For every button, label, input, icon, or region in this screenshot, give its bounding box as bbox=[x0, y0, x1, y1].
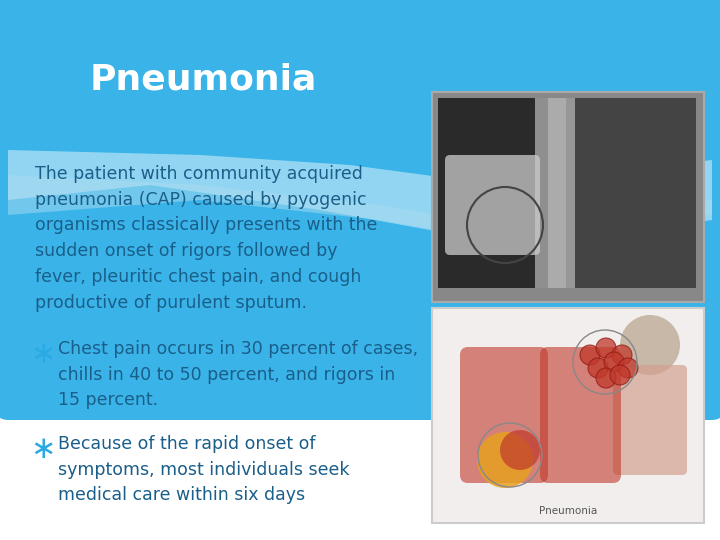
Circle shape bbox=[477, 432, 533, 488]
Circle shape bbox=[588, 358, 608, 378]
FancyBboxPatch shape bbox=[460, 347, 548, 483]
Circle shape bbox=[580, 345, 600, 365]
Polygon shape bbox=[8, 175, 712, 240]
FancyBboxPatch shape bbox=[535, 98, 575, 288]
FancyBboxPatch shape bbox=[540, 347, 621, 483]
FancyBboxPatch shape bbox=[432, 308, 704, 523]
Polygon shape bbox=[8, 150, 712, 250]
Text: ∗: ∗ bbox=[30, 435, 55, 464]
Circle shape bbox=[610, 365, 630, 385]
Circle shape bbox=[596, 368, 616, 388]
FancyBboxPatch shape bbox=[438, 98, 548, 288]
Circle shape bbox=[604, 352, 624, 372]
FancyBboxPatch shape bbox=[613, 365, 687, 475]
Circle shape bbox=[612, 345, 632, 365]
FancyBboxPatch shape bbox=[0, 0, 720, 420]
FancyBboxPatch shape bbox=[566, 98, 696, 288]
Circle shape bbox=[618, 358, 638, 378]
Text: Because of the rapid onset of
symptoms, most individuals seek
medical care withi: Because of the rapid onset of symptoms, … bbox=[58, 435, 349, 504]
Circle shape bbox=[596, 338, 616, 358]
Text: The patient with community acquired
pneumonia (CAP) caused by pyogenic
organisms: The patient with community acquired pneu… bbox=[35, 165, 377, 312]
Text: Chest pain occurs in 30 percent of cases,
chills in 40 to 50 percent, and rigors: Chest pain occurs in 30 percent of cases… bbox=[58, 340, 418, 409]
Text: Pneumonia: Pneumonia bbox=[539, 506, 597, 516]
Circle shape bbox=[620, 315, 680, 375]
Text: ∗: ∗ bbox=[30, 340, 55, 369]
FancyBboxPatch shape bbox=[445, 155, 540, 255]
Circle shape bbox=[500, 430, 540, 470]
FancyBboxPatch shape bbox=[432, 92, 704, 302]
Text: Pneumonia: Pneumonia bbox=[90, 63, 318, 97]
